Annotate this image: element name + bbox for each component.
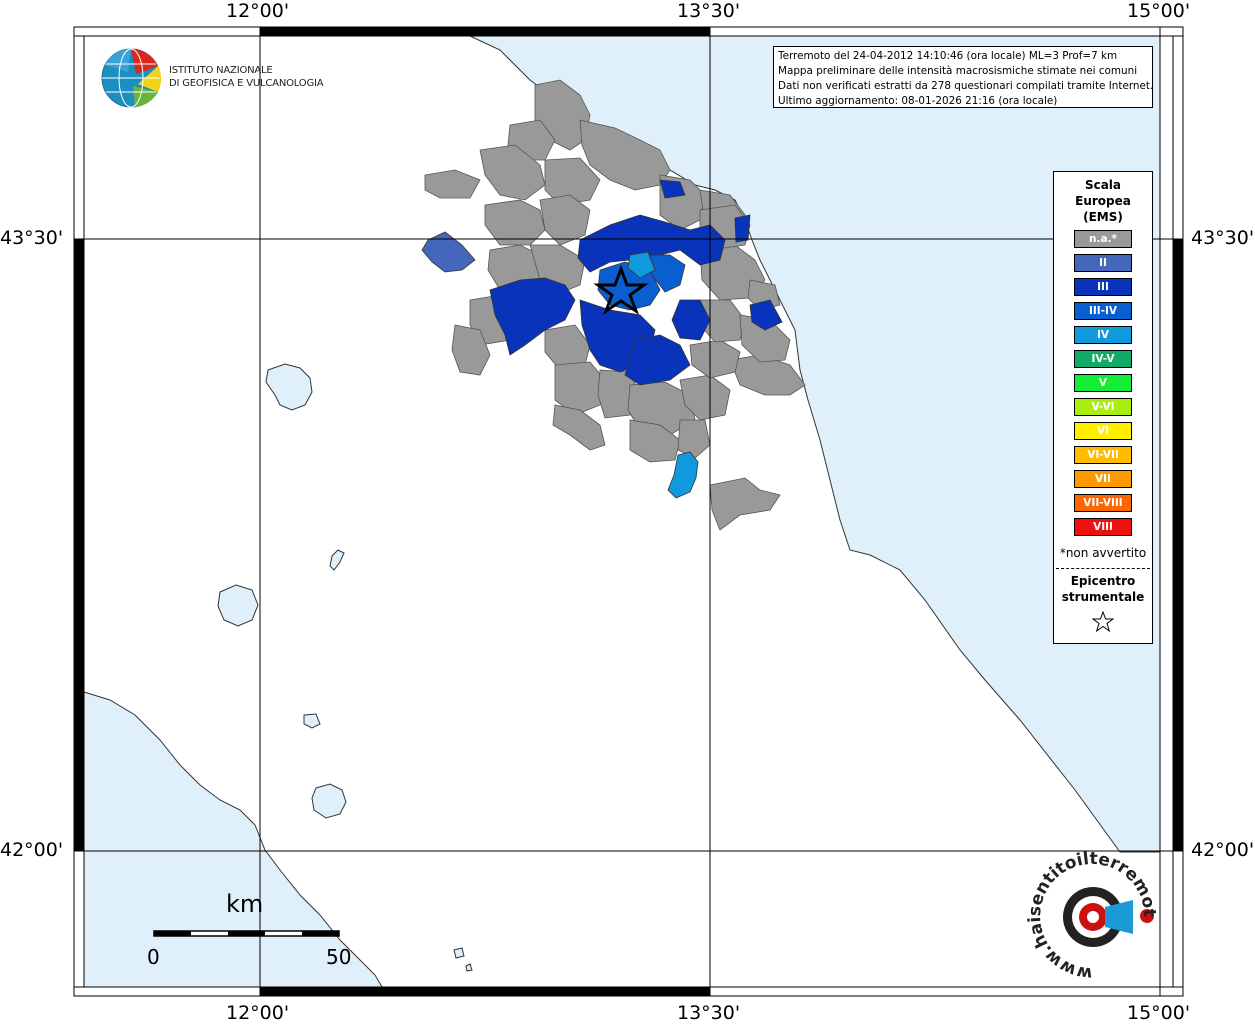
scale-bar	[153, 930, 340, 937]
legend-item: V-VI	[1074, 398, 1132, 416]
lake-vico	[303, 713, 321, 729]
legend-item: III	[1074, 278, 1132, 296]
legend-title: Scala Europea (EMS)	[1054, 177, 1152, 225]
lat-right-label-1: 43°30'	[1191, 227, 1255, 249]
legend-item: VI	[1074, 422, 1132, 440]
event-info-line3: Dati non verificati estratti da 278 ques…	[778, 80, 1154, 92]
legend-epicenter-label: Epicentro strumentale	[1054, 573, 1152, 605]
lon-top-label-3: 15°00'	[1127, 0, 1191, 22]
star-icon	[1092, 611, 1114, 633]
lon-top-label-2: 13°30'	[677, 0, 741, 22]
legend-item: VIII	[1074, 518, 1132, 536]
scale-min: 0	[147, 945, 160, 969]
epicenter-star-icon	[593, 264, 649, 315]
lat-left-label-2: 42°00'	[0, 839, 64, 861]
legend-item: IV-V	[1074, 350, 1132, 368]
lake-small-2	[465, 963, 473, 972]
lake-small-1	[453, 947, 465, 959]
legend-epicenter-line1: Epicentro	[1070, 574, 1136, 588]
municipalities-ems-iv	[627, 251, 699, 499]
event-info-line1: Terremoto del 24-04-2012 14:10:46 (ora l…	[778, 50, 1118, 62]
legend-separator	[1056, 568, 1150, 569]
lon-top-label-1: 12°00'	[226, 0, 290, 22]
legend-item: V	[1074, 374, 1132, 392]
event-info-box: Terremoto del 24-04-2012 14:10:46 (ora l…	[773, 46, 1153, 108]
legend-title-line1: Scala	[1084, 178, 1122, 192]
legend-note: *non avvertito	[1059, 546, 1147, 560]
lon-bottom-label-1: 12°00'	[226, 1002, 290, 1024]
scale-unit: km	[226, 890, 264, 918]
legend-item: VII-VIII	[1074, 494, 1132, 512]
legend-epicenter-line2: strumentale	[1061, 590, 1145, 604]
intensity-legend: Scala Europea (EMS) n.a.* II III III-IV IV IV…	[1053, 171, 1153, 644]
tyrrhenian-sea	[83, 691, 383, 988]
lake-trasimeno	[265, 363, 313, 411]
legend-item: n.a.*	[1074, 230, 1132, 248]
map-frame	[73, 26, 1184, 997]
ingv-logo-line2: DI GEOFISICA E VULCANOLOGIA	[169, 78, 324, 89]
lake-bracciano	[311, 783, 347, 819]
ingv-logo-text: ISTITUTO NAZIONALE DI GEOFISICA E VULCAN…	[169, 64, 324, 90]
legend-item: VII	[1074, 470, 1132, 488]
lon-bottom-label-3: 15°00'	[1127, 1002, 1191, 1024]
municipalities-ems-iii	[489, 179, 783, 386]
hst-watermark-text: www.haisentitoilterremoto.it	[1023, 848, 1159, 983]
svg-text:www.haisentitoilterremoto.it: www.haisentitoilterremoto.it	[1023, 848, 1159, 983]
legend-item: II	[1074, 254, 1132, 272]
lake-piediluco	[329, 549, 345, 571]
legend-item: IV	[1074, 326, 1132, 344]
lon-bottom-label-2: 13°30'	[677, 1002, 741, 1024]
legend-item: VI-VII	[1074, 446, 1132, 464]
municipalities-ems-ii	[421, 231, 476, 273]
lat-right-label-2: 42°00'	[1191, 839, 1255, 861]
graticule	[74, 27, 1183, 996]
legend-item: III-IV	[1074, 302, 1132, 320]
scale-max: 50	[326, 945, 352, 969]
legend-title-line3: (EMS)	[1083, 210, 1123, 224]
event-info-line4: Ultimo aggiornamento: 08-01-2026 21:16 (…	[778, 95, 1058, 107]
lat-left-label-1: 43°30'	[0, 227, 64, 249]
legend-title-line2: Europea	[1075, 194, 1131, 208]
ingv-logo-line1: ISTITUTO NAZIONALE	[169, 65, 273, 76]
ingv-globe-icon	[101, 48, 162, 108]
lake-bolsena	[217, 584, 259, 627]
event-info-line2: Mappa preliminare delle intensità macros…	[778, 65, 1138, 77]
hst-logo-text: www.haisentitoilterremoto.it	[1023, 848, 1159, 983]
hst-logo-icon	[1063, 887, 1154, 947]
